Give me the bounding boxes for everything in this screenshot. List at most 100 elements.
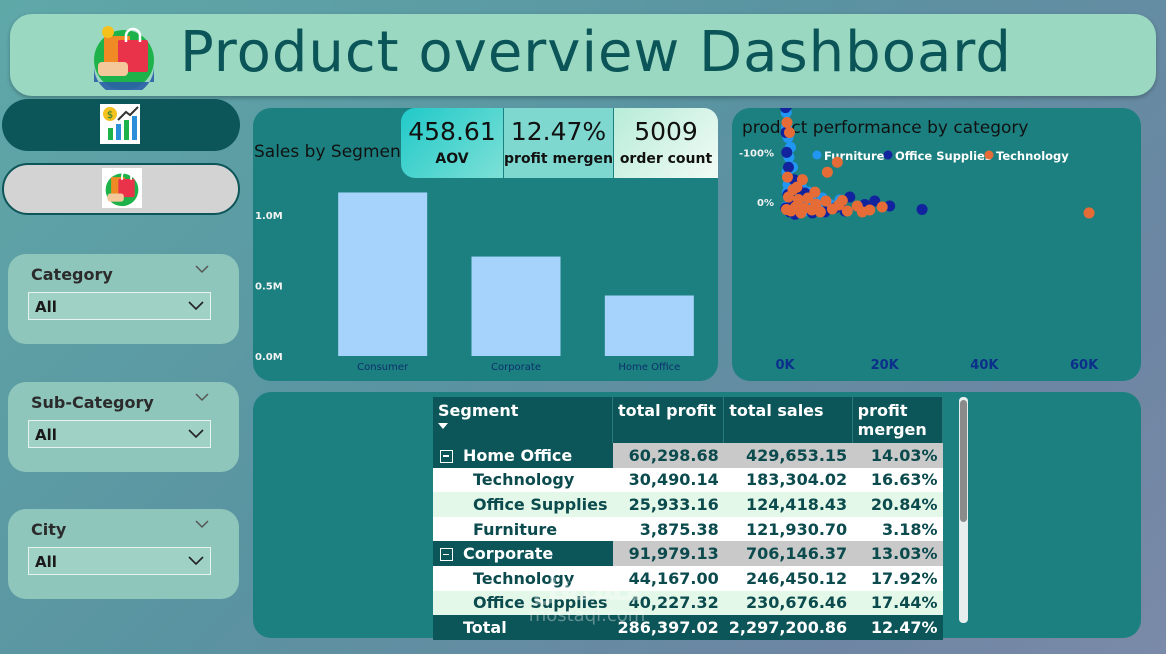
chevron-down-icon[interactable] bbox=[195, 264, 209, 274]
bar-home-office[interactable] bbox=[604, 295, 694, 356]
title-bar: Product overview Dashboard bbox=[10, 14, 1156, 96]
scatter-point-office-supplies[interactable] bbox=[869, 195, 881, 207]
cell-sales: 183,304.02 bbox=[723, 467, 853, 493]
scatter-point-technology[interactable] bbox=[841, 205, 853, 217]
slicer-category: Category All bbox=[8, 254, 239, 344]
total-margin: 12.47% bbox=[852, 615, 943, 640]
row-label: Corporate bbox=[433, 541, 613, 566]
cell-profit: 40,227.32 bbox=[612, 590, 724, 616]
sales-by-segment-panel: Sales by Segment 458.61 AOV 12.47% profi… bbox=[253, 108, 718, 381]
bar-consumer[interactable] bbox=[338, 192, 428, 356]
chevron-down-icon[interactable] bbox=[195, 519, 209, 529]
cell-profit: 44,167.00 bbox=[612, 565, 724, 591]
cell-margin: 17.44% bbox=[852, 590, 943, 616]
column-header-total-sales[interactable]: total sales bbox=[723, 397, 853, 443]
slicer-title: City bbox=[31, 520, 67, 539]
x-tick-label: 40K bbox=[970, 358, 999, 373]
cell-profit: 91,979.13 bbox=[612, 541, 724, 566]
row-label-text: Home Office bbox=[463, 445, 573, 465]
row-label: Furniture bbox=[433, 516, 613, 542]
chevron-down-icon bbox=[188, 301, 204, 311]
collapse-icon[interactable] bbox=[440, 548, 453, 562]
scatter-point-office-supplies[interactable] bbox=[782, 161, 794, 173]
bar-chart: 0.0M 0.5M 1.0M Consumer Corporate Home Office bbox=[255, 192, 694, 373]
watermark-arabic: مستقل bbox=[532, 573, 642, 608]
shopping-bag-icon bbox=[94, 26, 154, 90]
column-header-segment[interactable]: Segment bbox=[433, 397, 614, 443]
kpi-value: 5009 bbox=[634, 117, 698, 146]
scatter-point-technology[interactable] bbox=[820, 195, 832, 207]
x-tick-label: 60K bbox=[1070, 358, 1099, 373]
cell-margin: 3.18% bbox=[852, 516, 943, 542]
total-sales: 2,297,200.86 bbox=[723, 615, 853, 640]
scatter-point-office-supplies[interactable] bbox=[781, 146, 793, 158]
cell-sales: 706,146.37 bbox=[723, 541, 853, 566]
nav-button-finance[interactable]: $ bbox=[2, 99, 240, 151]
table-header-row: Segment total profit total sales profit … bbox=[433, 397, 944, 443]
x-tick-label: 20K bbox=[871, 358, 900, 373]
table-total-row: Total 286,397.02 2,297,200.86 12.47% bbox=[433, 615, 943, 640]
row-label: Office Supplies bbox=[433, 492, 613, 517]
y-tick-label: 0% bbox=[757, 198, 774, 209]
scatter-point-technology[interactable] bbox=[781, 117, 793, 129]
table-row: Furniture 3,875.38 121,930.70 3.18% bbox=[433, 516, 943, 542]
scatter-point-technology[interactable] bbox=[814, 206, 826, 218]
chevron-down-icon[interactable] bbox=[195, 392, 209, 402]
scatter-point-technology[interactable] bbox=[781, 171, 793, 183]
scatter-point-technology[interactable] bbox=[1083, 207, 1095, 219]
kpi-label: profit mergen bbox=[504, 151, 613, 167]
row-label: Home Office bbox=[433, 443, 613, 468]
cell-margin: 17.92% bbox=[852, 565, 943, 591]
scatter-point-technology[interactable] bbox=[876, 201, 888, 213]
table-scrollbar[interactable] bbox=[959, 397, 968, 623]
scatter-point-technology[interactable] bbox=[792, 194, 804, 206]
scatter-point-technology[interactable] bbox=[821, 166, 833, 178]
row-label: Technology bbox=[433, 467, 613, 493]
category-dropdown[interactable]: All bbox=[28, 292, 211, 320]
bar-chart-title: Sales by Segment bbox=[254, 142, 408, 162]
scrollbar-thumb[interactable] bbox=[960, 400, 967, 522]
scatter-point-technology[interactable] bbox=[831, 156, 843, 168]
dropdown-value: All bbox=[35, 553, 57, 571]
total-label: Total bbox=[433, 615, 613, 640]
column-header-profit-margin[interactable]: profit mergen bbox=[852, 397, 944, 443]
kpi-card-aov: 458.61 AOV bbox=[401, 108, 503, 178]
cell-profit: 25,933.16 bbox=[612, 492, 724, 517]
sub-category-dropdown[interactable]: All bbox=[28, 420, 211, 448]
city-dropdown[interactable]: All bbox=[28, 547, 211, 575]
x-tick-label: Corporate bbox=[491, 362, 541, 373]
scatter-point-office-supplies[interactable] bbox=[916, 203, 928, 215]
x-tick-label: Home Office bbox=[618, 362, 680, 373]
scatter-point-office-supplies[interactable] bbox=[782, 108, 793, 111]
x-tick-label: 0K bbox=[775, 358, 795, 373]
scatter-point-technology[interactable] bbox=[856, 206, 868, 218]
slicer-city: City All bbox=[8, 509, 239, 599]
legend-label: Office Supplies bbox=[895, 149, 992, 163]
scatter-point-technology[interactable] bbox=[796, 174, 808, 186]
cell-profit: 3,875.38 bbox=[612, 516, 724, 542]
bar-corporate[interactable] bbox=[471, 256, 561, 356]
legend-marker bbox=[883, 150, 893, 160]
scatter-chart: Furniture Office Supplies Technology0%-100… bbox=[739, 108, 1099, 373]
cell-margin: 16.63% bbox=[852, 467, 943, 493]
segment-matrix-table: Segment total profit total sales profit … bbox=[433, 397, 944, 640]
table-row: Technology 44,167.00 246,450.12 17.92% bbox=[433, 565, 943, 591]
product-performance-panel: product performance by category Furnitur… bbox=[732, 108, 1141, 381]
y-tick-label: -200% bbox=[739, 108, 774, 110]
column-header-total-profit[interactable]: total profit bbox=[612, 397, 725, 443]
slicer-title: Category bbox=[31, 265, 113, 284]
collapse-icon[interactable] bbox=[440, 449, 453, 463]
table-row: Technology 30,490.14 183,304.02 16.63% bbox=[433, 467, 943, 493]
cell-margin: 14.03% bbox=[852, 443, 943, 468]
scatter-point-technology[interactable] bbox=[809, 186, 821, 198]
y-tick-label: 1.0M bbox=[255, 211, 283, 222]
scatter-point-technology[interactable] bbox=[836, 195, 848, 207]
cell-margin: 13.03% bbox=[852, 541, 943, 566]
scatter-point-technology[interactable] bbox=[783, 126, 795, 138]
slicer-sub-category: Sub-Category All bbox=[8, 382, 239, 472]
shopping-bag-icon bbox=[102, 168, 142, 208]
kpi-label: order count bbox=[619, 151, 713, 167]
nav-button-products[interactable] bbox=[2, 163, 240, 215]
table-row: Office Supplies 25,933.16 124,418.43 20.… bbox=[433, 492, 943, 517]
legend-marker bbox=[984, 150, 994, 160]
